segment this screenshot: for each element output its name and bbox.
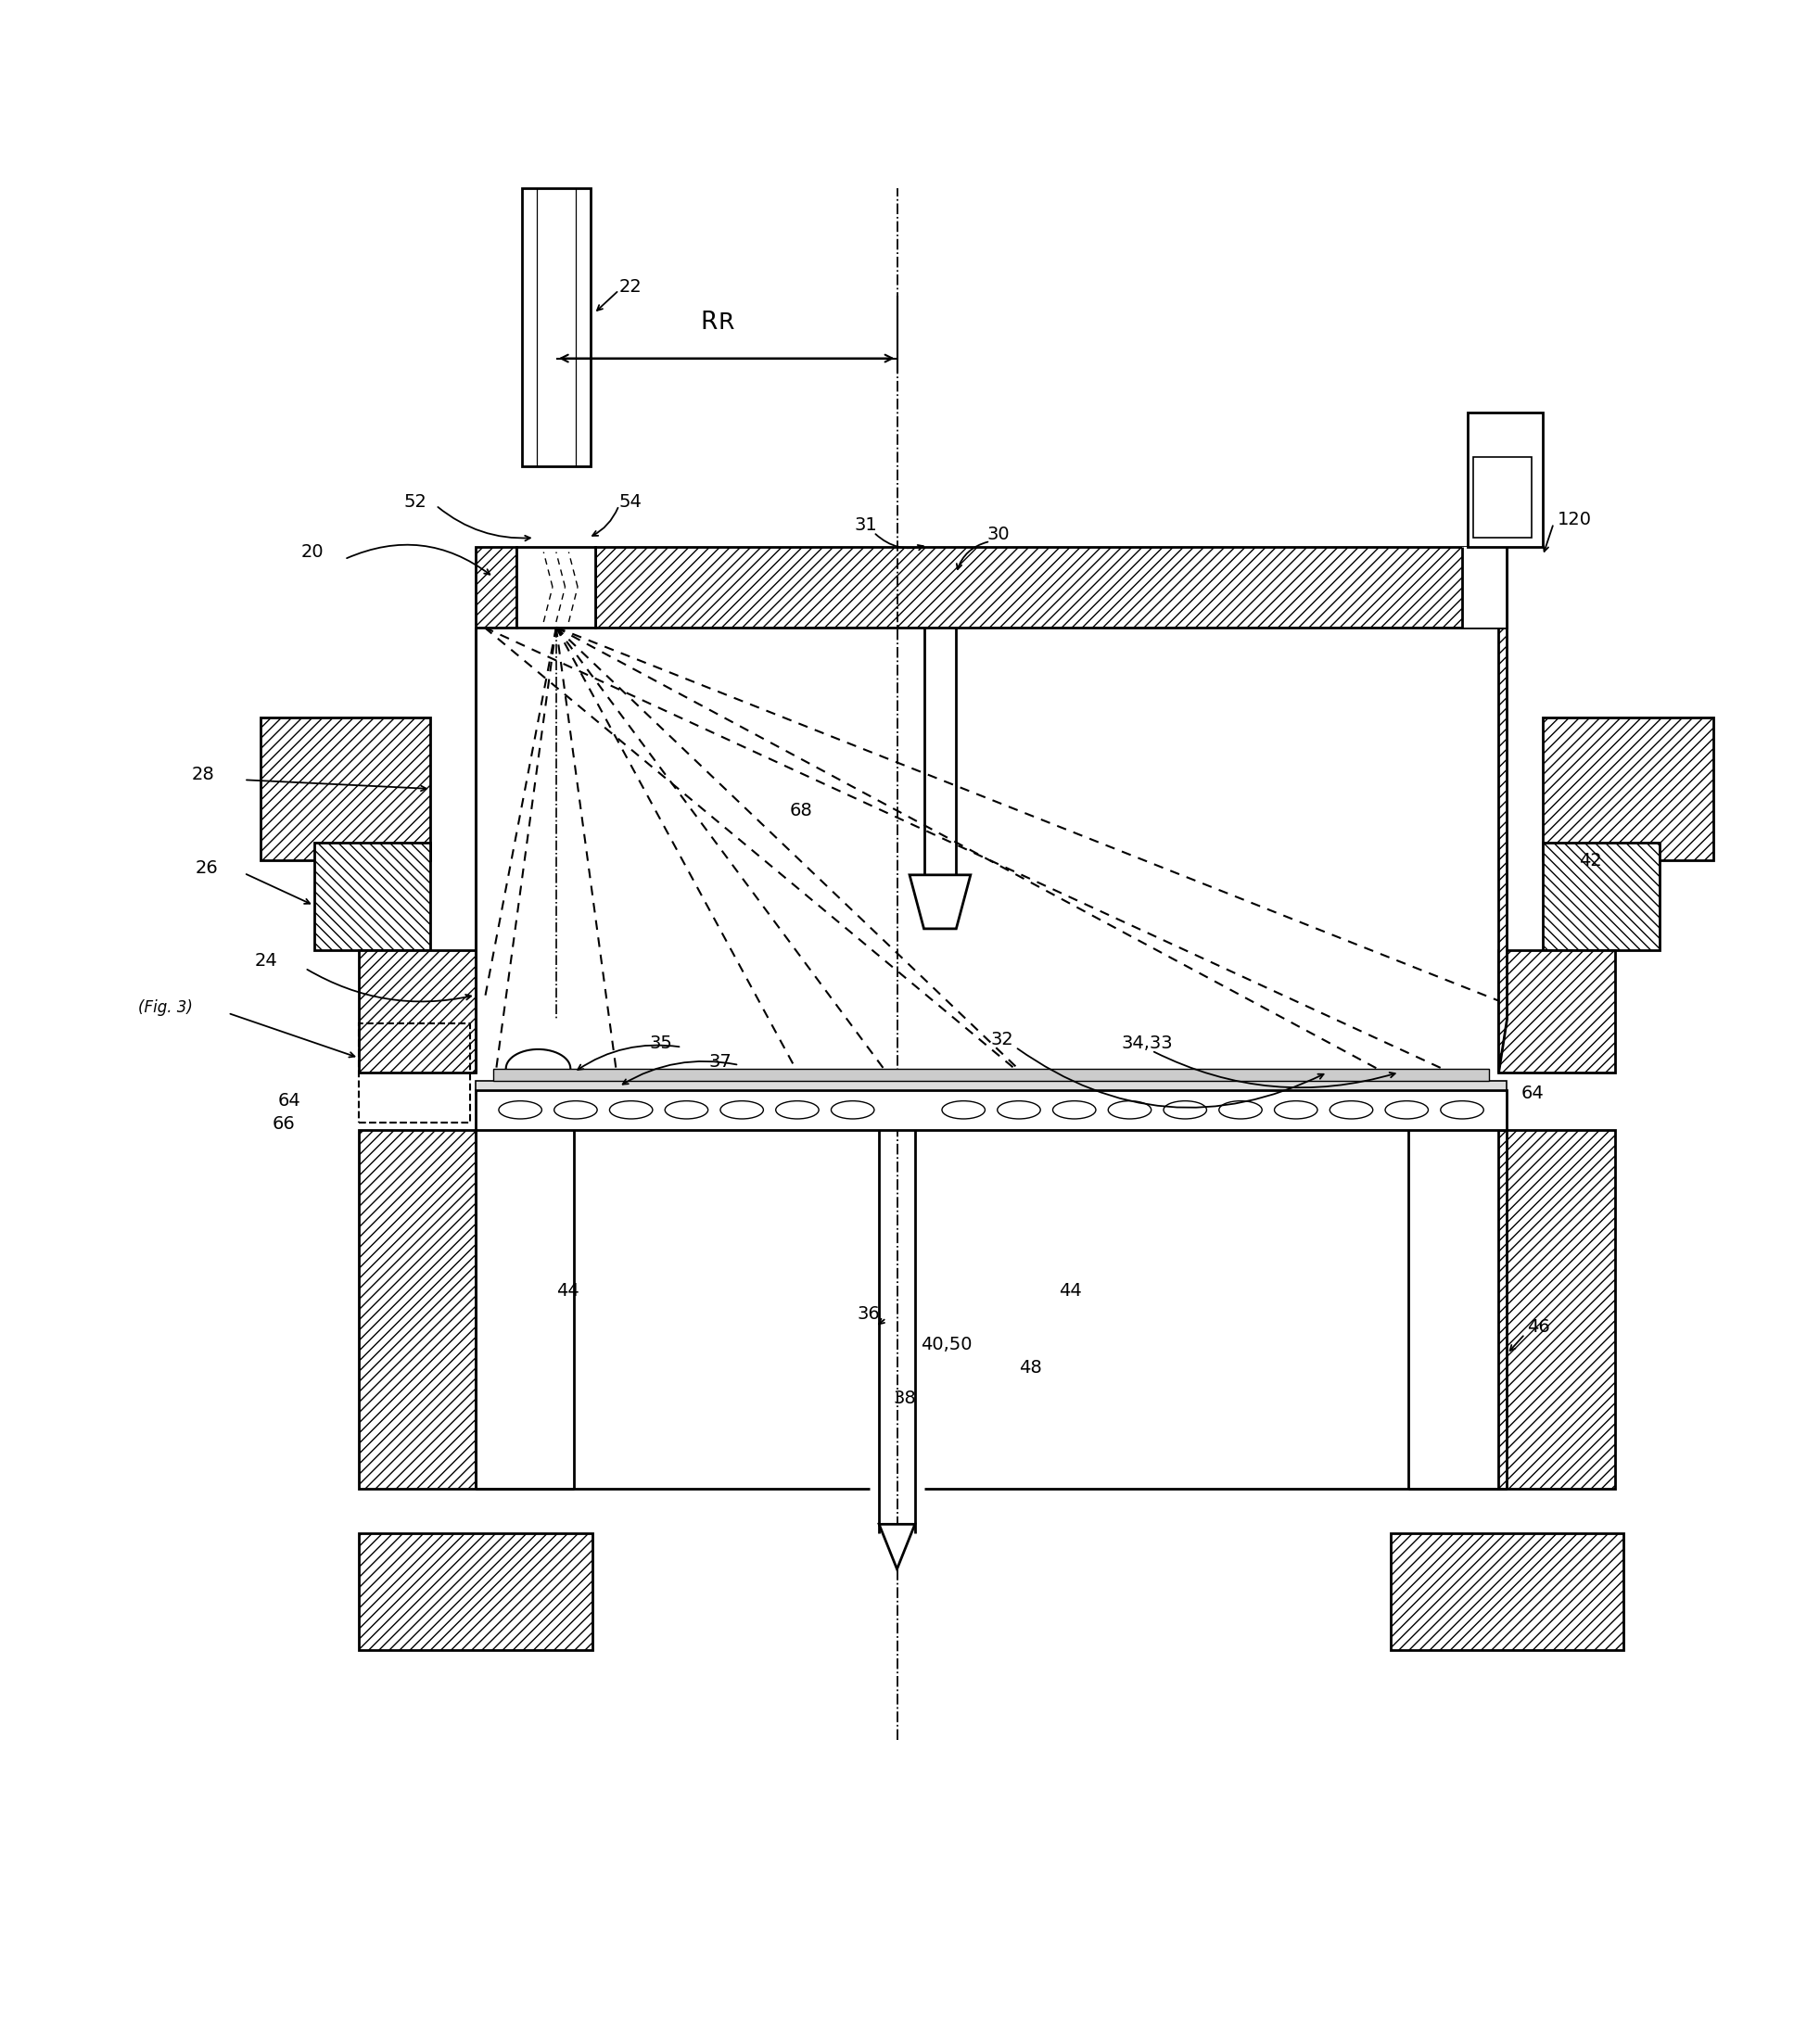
Bar xyxy=(1467,413,1543,546)
Bar xyxy=(260,717,431,861)
Text: 34,33: 34,33 xyxy=(1121,1034,1173,1053)
Bar xyxy=(493,1069,1489,1081)
Text: 66: 66 xyxy=(273,1116,296,1132)
Text: 28: 28 xyxy=(192,766,215,783)
Ellipse shape xyxy=(721,1102,764,1118)
Bar xyxy=(1498,950,1615,1073)
Bar xyxy=(1498,1130,1615,1488)
Text: 64: 64 xyxy=(278,1091,301,1110)
Text: 38: 38 xyxy=(893,1390,917,1408)
Bar xyxy=(359,1533,592,1650)
Text: 40,50: 40,50 xyxy=(920,1337,972,1353)
Bar xyxy=(359,1130,475,1488)
Text: 32: 32 xyxy=(990,1030,1014,1049)
Text: 20: 20 xyxy=(301,544,325,560)
Text: 36: 36 xyxy=(858,1306,881,1322)
Bar xyxy=(475,546,517,628)
Ellipse shape xyxy=(775,1102,818,1118)
Bar xyxy=(596,546,1507,628)
Ellipse shape xyxy=(610,1102,653,1118)
Bar xyxy=(1390,1533,1624,1650)
Polygon shape xyxy=(910,875,971,928)
Bar xyxy=(359,950,475,1073)
Text: 37: 37 xyxy=(709,1053,732,1071)
Ellipse shape xyxy=(1329,1102,1372,1118)
Text: 26: 26 xyxy=(196,858,219,877)
Text: R: R xyxy=(700,311,718,335)
Polygon shape xyxy=(879,1525,915,1570)
Text: R: R xyxy=(719,311,734,333)
Ellipse shape xyxy=(1109,1102,1152,1118)
Text: 30: 30 xyxy=(987,525,1010,544)
Text: 64: 64 xyxy=(1521,1085,1545,1102)
Ellipse shape xyxy=(942,1102,985,1118)
Ellipse shape xyxy=(831,1102,874,1118)
Text: 31: 31 xyxy=(854,517,877,533)
Ellipse shape xyxy=(1053,1102,1096,1118)
Bar xyxy=(359,1024,470,1122)
Bar xyxy=(517,546,596,628)
Ellipse shape xyxy=(997,1102,1041,1118)
Bar xyxy=(314,842,431,950)
Text: 48: 48 xyxy=(1019,1359,1042,1378)
Text: 35: 35 xyxy=(649,1034,673,1053)
Text: 42: 42 xyxy=(1579,852,1602,869)
Ellipse shape xyxy=(1218,1102,1261,1118)
Bar xyxy=(475,1081,1507,1089)
Bar xyxy=(1462,546,1507,628)
Polygon shape xyxy=(1498,628,1507,1073)
Bar xyxy=(1543,842,1659,950)
Ellipse shape xyxy=(1274,1102,1317,1118)
Text: 46: 46 xyxy=(1527,1318,1550,1335)
Ellipse shape xyxy=(499,1102,542,1118)
Text: 54: 54 xyxy=(619,493,642,511)
Bar xyxy=(475,1089,1507,1130)
Bar xyxy=(1473,458,1532,538)
Ellipse shape xyxy=(1441,1102,1484,1118)
Bar xyxy=(522,188,590,466)
Text: 68: 68 xyxy=(789,801,813,820)
Bar xyxy=(1543,717,1713,861)
Text: 44: 44 xyxy=(556,1282,579,1300)
Bar xyxy=(517,546,596,628)
Ellipse shape xyxy=(666,1102,709,1118)
Text: (Fig. 3): (Fig. 3) xyxy=(138,1000,192,1016)
Ellipse shape xyxy=(554,1102,597,1118)
Text: 52: 52 xyxy=(404,493,427,511)
Text: 120: 120 xyxy=(1557,511,1591,529)
Text: 44: 44 xyxy=(1058,1282,1082,1300)
Ellipse shape xyxy=(1164,1102,1207,1118)
Text: 24: 24 xyxy=(255,953,278,969)
Text: 22: 22 xyxy=(619,278,642,296)
Ellipse shape xyxy=(1385,1102,1428,1118)
